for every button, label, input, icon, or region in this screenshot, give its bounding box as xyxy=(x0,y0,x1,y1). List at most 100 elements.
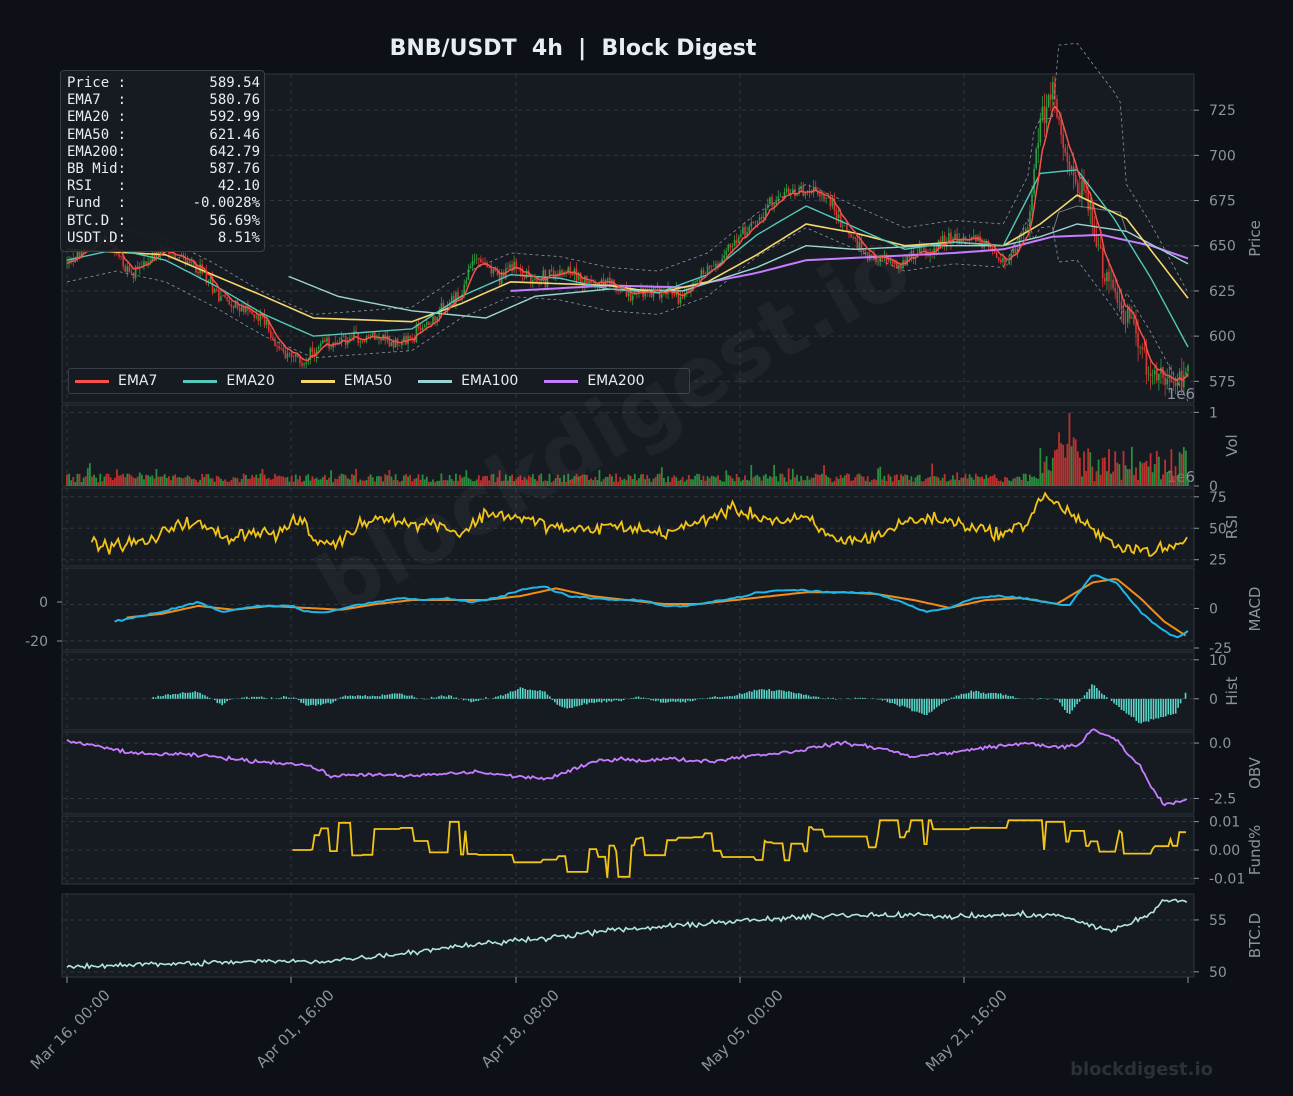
y-tick-label: 625 xyxy=(1209,284,1236,300)
legend-item: EMA20 xyxy=(183,373,275,389)
y-tick-label-left: 0 xyxy=(39,595,48,611)
y-axis-label: MACD xyxy=(1246,587,1264,632)
panel-frame xyxy=(61,893,1195,978)
info-row: RSI : 42.10 xyxy=(67,178,260,195)
y-tick-label: 650 xyxy=(1209,239,1236,255)
panel-obv: 0.0 -2.5 OBV xyxy=(61,728,1264,815)
panel-macd: 0 -25 0 -20 MACD xyxy=(25,567,1264,657)
y-tick-label: 0 xyxy=(1209,479,1218,495)
legend-label: EMA20 xyxy=(226,373,275,389)
y-axis-label: RSI xyxy=(1223,515,1241,539)
y-tick-label: 50 xyxy=(1209,521,1227,537)
info-label: Fund : xyxy=(67,195,127,212)
info-row: EMA20 : 592.99 xyxy=(67,109,260,126)
panel-frame xyxy=(61,651,1195,731)
indicator-info-box: Price :589.54 EMA7 :580.76 EMA20 :592.99 EM… xyxy=(60,70,265,252)
y-tick-label: 1 xyxy=(1209,405,1218,421)
y-tick-label: 75 xyxy=(1209,490,1227,506)
info-label: EMA50 : xyxy=(67,126,127,143)
info-row: BB Mid: 587.76 xyxy=(67,161,260,178)
btcd-line xyxy=(66,898,1188,970)
info-row: EMA50 : 621.46 xyxy=(67,127,260,144)
y-tick-label: 575 xyxy=(1209,374,1236,390)
info-label: USDT.D: xyxy=(67,229,127,246)
info-label: BTC.D : xyxy=(67,212,127,229)
info-label: BB Mid: xyxy=(67,161,127,178)
panel-frame xyxy=(61,487,1195,567)
axis-offset-label: 1e6 xyxy=(1167,385,1195,403)
panel-btcd: 55 50 BTC.D xyxy=(61,893,1264,981)
info-label: RSI : xyxy=(67,178,127,195)
y-axis-label: Hist xyxy=(1223,676,1241,705)
info-label: Price : xyxy=(67,75,127,91)
y-axis-label: Fund% xyxy=(1246,825,1264,876)
info-label: EMA200: xyxy=(67,143,127,160)
legend-item: EMA50 xyxy=(300,373,393,389)
info-value: 580.76 xyxy=(209,92,260,109)
info-label: EMA20 : xyxy=(67,109,127,126)
ema100-line xyxy=(288,223,1189,319)
y-tick-label: 725 xyxy=(1209,103,1236,119)
y-tick-label: -25 xyxy=(1209,641,1232,657)
macd-line xyxy=(114,574,1189,639)
legend-label: EMA7 xyxy=(118,373,158,389)
y-tick-label: -2.5 xyxy=(1209,791,1236,807)
info-value: 56.69% xyxy=(209,212,260,229)
info-value: 587.76 xyxy=(209,161,260,178)
y-axis-label: OBV xyxy=(1246,756,1264,789)
legend-swatch xyxy=(300,379,335,383)
info-value: 621.46 xyxy=(209,126,260,143)
legend-swatch xyxy=(418,379,453,383)
ema200-line xyxy=(510,233,1189,292)
legend-swatch xyxy=(183,379,218,383)
rsi-line xyxy=(90,491,1188,557)
y-axis-label: Vol xyxy=(1223,434,1241,456)
y-tick-label: 675 xyxy=(1209,194,1236,210)
legend-label: EMA200 xyxy=(587,373,645,389)
y-axis-label: BTC.D xyxy=(1246,913,1264,958)
info-value: 642.79 xyxy=(209,143,260,160)
obv-line xyxy=(66,728,1188,807)
y-tick-label: 50 xyxy=(1209,965,1227,981)
ema7-line xyxy=(66,105,1189,382)
ema-legend: EMA7 EMA20 EMA50 EMA100 EMA200 xyxy=(68,368,690,394)
y-tick-label: 0.00 xyxy=(1209,843,1240,859)
info-label: EMA7 : xyxy=(67,92,127,109)
info-row: USDT.D: 8.51% xyxy=(67,230,260,247)
legend-item: EMA200 xyxy=(544,373,645,389)
y-tick-label: 25 xyxy=(1209,553,1227,569)
y-axis-label: Price xyxy=(1246,220,1264,257)
chart-title: BNB/USDT 4h | Block Digest xyxy=(389,36,757,61)
legend-item: EMA7 xyxy=(75,373,157,389)
y-tick-label: 600 xyxy=(1209,329,1236,345)
legend-item: EMA100 xyxy=(418,373,518,389)
info-row: Price : 589.54 xyxy=(67,75,260,92)
panel-frame xyxy=(61,404,1195,487)
legend-label: EMA100 xyxy=(461,373,519,389)
info-row: EMA7 : 580.76 xyxy=(67,92,260,109)
y-tick-label: 10 xyxy=(1209,653,1227,669)
info-value: 592.99 xyxy=(209,109,260,126)
y-tick-label: 700 xyxy=(1209,148,1236,164)
y-tick-label: 0.01 xyxy=(1209,815,1240,831)
funding-line xyxy=(292,819,1186,878)
info-row: Fund : -0.0028% xyxy=(67,195,260,212)
info-row: BTC.D : 56.69% xyxy=(67,213,260,230)
panel-frame xyxy=(61,731,1195,815)
info-value: 8.51% xyxy=(217,229,260,246)
legend-swatch xyxy=(544,379,579,383)
legend-swatch xyxy=(75,379,109,383)
panel-hist: 0 10 Hist xyxy=(61,651,1241,731)
info-value: 589.54 xyxy=(209,75,260,91)
watermark-footer: blockdigest.io xyxy=(1070,1059,1213,1080)
panel-rsi: 25 50 75 RSI xyxy=(61,487,1241,569)
info-value: 42.10 xyxy=(217,178,260,195)
info-value: -0.0028% xyxy=(192,195,260,212)
y-tick-label: 0 xyxy=(1209,692,1218,708)
legend-label: EMA50 xyxy=(343,373,393,389)
info-row: EMA200: 642.79 xyxy=(67,144,260,161)
y-tick-label: 0.0 xyxy=(1209,736,1231,752)
